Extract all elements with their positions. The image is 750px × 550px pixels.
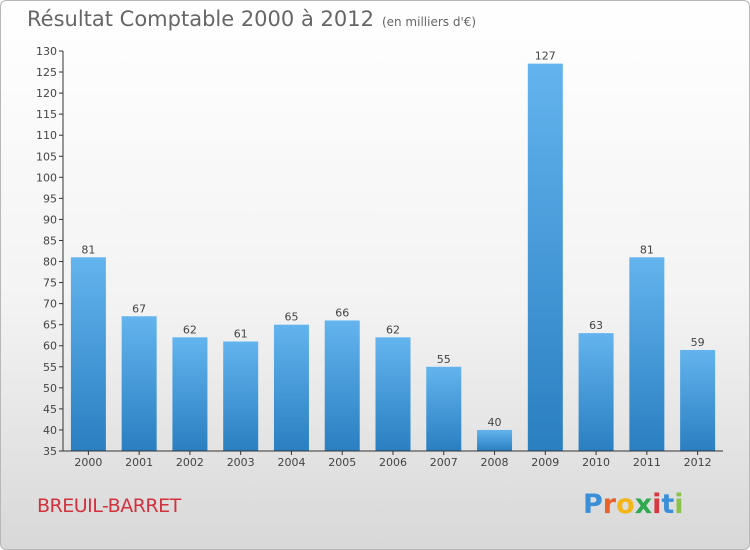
logo-letter: o	[616, 489, 635, 520]
y-tick-label: 55	[43, 361, 57, 374]
y-tick-label: 75	[43, 277, 57, 290]
y-tick-label: 125	[36, 66, 57, 79]
bar	[426, 366, 462, 451]
x-tick-label: 2008	[481, 456, 509, 469]
y-tick-label: 35	[43, 445, 57, 458]
x-tick-label: 2004	[277, 456, 305, 469]
y-tick-label: 60	[43, 340, 57, 353]
x-tick-label: 2001	[125, 456, 153, 469]
bar	[273, 324, 309, 451]
y-tick-label: 100	[36, 171, 57, 184]
bar-value-label: 81	[81, 243, 95, 256]
proxiti-logo: Proxiti	[583, 489, 684, 520]
y-tick-label: 120	[36, 87, 57, 100]
bar-value-label: 55	[437, 353, 451, 366]
bar	[121, 316, 157, 451]
y-tick-label: 130	[36, 45, 57, 58]
bar	[578, 333, 614, 451]
logo-letter: i	[652, 489, 662, 520]
chart-title: Résultat Comptable 2000 à 2012 (en millie…	[27, 7, 476, 31]
x-tick-label: 2002	[176, 456, 204, 469]
bar	[223, 341, 259, 451]
logo-letter: P	[583, 489, 603, 520]
bar	[527, 63, 563, 451]
y-tick-label: 115	[36, 108, 57, 121]
x-tick-label: 2000	[74, 456, 102, 469]
bar	[680, 349, 716, 451]
y-tick-label: 80	[43, 256, 57, 269]
logo-letter: x	[634, 489, 653, 520]
x-tick-label: 2006	[379, 456, 407, 469]
x-tick-label: 2012	[684, 456, 712, 469]
bar-value-label: 62	[386, 323, 400, 336]
bar-value-label: 81	[640, 243, 654, 256]
y-tick-label: 70	[43, 298, 57, 311]
x-tick-label: 2007	[430, 456, 458, 469]
x-tick-label: 2011	[633, 456, 661, 469]
x-tick-label: 2005	[328, 456, 356, 469]
x-tick-label: 2010	[582, 456, 610, 469]
chart-title-text: Résultat Comptable 2000 à 2012	[27, 7, 374, 31]
bar	[172, 337, 208, 451]
y-axis: 35 40 45 50 55 60 65 70 75 80 85 90 95 100 105 110 115 12…	[36, 45, 64, 458]
y-tick-label: 105	[36, 150, 57, 163]
bar	[324, 320, 360, 451]
x-tick-label: 2003	[227, 456, 255, 469]
logo-letter: r	[602, 489, 617, 520]
bar	[375, 337, 411, 451]
bar-value-label: 40	[488, 416, 502, 429]
bar-value-label: 62	[183, 323, 197, 336]
bar-value-label: 59	[691, 336, 705, 349]
bar-value-label: 66	[335, 306, 349, 319]
bars: 81 67 62 61 65 66 62 55 40 127 63 81 59	[70, 50, 716, 451]
y-tick-label: 65	[43, 319, 57, 332]
x-axis: 2000 2001 2002 2003 2004 2005 2006 2007 2008 2009…	[63, 450, 723, 469]
y-tick-label: 90	[43, 213, 57, 226]
bar-value-label: 67	[132, 302, 146, 315]
y-tick-label: 85	[43, 234, 57, 247]
y-tick-label: 50	[43, 382, 57, 395]
logo-letter: t	[661, 489, 675, 520]
logo-letter: i	[674, 489, 684, 520]
y-tick-label: 45	[43, 403, 57, 416]
location-name: BREUIL-BARRET	[37, 495, 181, 517]
chart-subtitle: (en milliers d'€)	[381, 15, 477, 29]
bar-value-label: 63	[589, 319, 603, 332]
bar-value-label: 127	[535, 50, 556, 63]
bar	[70, 257, 106, 451]
bar-value-label: 65	[284, 311, 298, 324]
bar	[629, 257, 665, 451]
bar-value-label: 61	[234, 328, 248, 341]
y-tick-label: 110	[36, 129, 57, 142]
y-tick-label: 95	[43, 192, 57, 205]
y-tick-label: 40	[43, 424, 57, 437]
bar	[477, 429, 513, 451]
x-tick-label: 2009	[531, 456, 559, 469]
